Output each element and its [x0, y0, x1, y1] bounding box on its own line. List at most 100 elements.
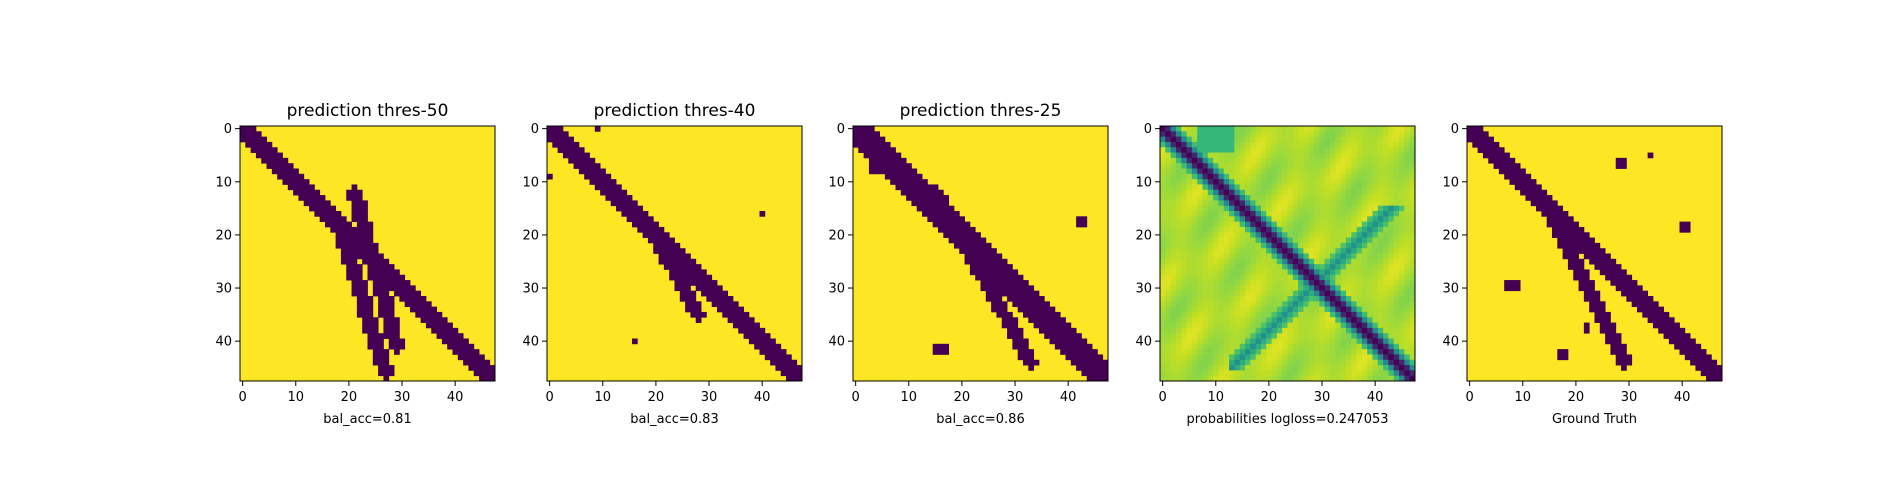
heatmap-cell: [1340, 168, 1347, 175]
heatmap-cell: [410, 306, 416, 313]
heatmap-cell: [1308, 333, 1315, 339]
heatmap-cell: [1266, 168, 1272, 175]
heatmap-cell: [932, 343, 939, 350]
heatmap-cell: [1314, 205, 1320, 212]
heatmap-cell: [1351, 226, 1357, 233]
y-tick-label: 30: [215, 282, 232, 297]
heatmap-cell: [1340, 317, 1347, 323]
heatmap-cell: [1175, 168, 1182, 175]
heatmap-cell: [1202, 359, 1209, 366]
heatmap-cell: [1472, 126, 1479, 132]
heatmap-cell: [1536, 200, 1542, 207]
heatmap-cell: [1223, 280, 1230, 286]
heatmap-cell: [1605, 333, 1611, 339]
heatmap-cell: [1314, 322, 1320, 329]
heatmap-cell: [1292, 290, 1299, 297]
heatmap-cell: [1012, 317, 1019, 323]
heatmap-cell: [1239, 173, 1246, 180]
heatmap-cell: [1287, 200, 1294, 207]
heatmap-cell: [927, 195, 934, 201]
heatmap-cell: [1298, 141, 1304, 148]
heatmap-cell: [1345, 349, 1352, 355]
heatmap-cell: [1303, 226, 1310, 233]
heatmap-cell: [1367, 216, 1373, 223]
heatmap-cell: [1314, 141, 1320, 148]
heatmap-cell: [1292, 359, 1299, 366]
heatmap-cell: [1191, 200, 1198, 207]
heatmap-cell: [1610, 269, 1617, 276]
heatmap-cell: [1361, 285, 1368, 292]
heatmap-cell: [1175, 173, 1182, 180]
heatmap-cell: [653, 237, 659, 244]
heatmap-cell: [1324, 157, 1331, 164]
heatmap-cell: [1266, 365, 1272, 371]
heatmap-cell: [1314, 333, 1320, 339]
heatmap-cell: [1583, 327, 1590, 334]
heatmap-cell: [1679, 327, 1686, 334]
heatmap-cell: [1314, 338, 1320, 345]
heatmap-cell: [1340, 141, 1347, 148]
heatmap-cell: [1255, 184, 1262, 191]
heatmap-cell: [1287, 205, 1294, 212]
heatmap-cell: [552, 136, 559, 143]
heatmap-cell: [748, 338, 755, 345]
heatmap-cell: [1060, 338, 1066, 345]
heatmap-cell: [1260, 211, 1267, 217]
heatmap-cell: [1330, 242, 1336, 249]
heatmap-cell: [293, 173, 299, 180]
heatmap-cell: [1202, 343, 1209, 350]
heatmap-cell: [1160, 221, 1166, 228]
heatmap-cell: [727, 311, 734, 318]
heatmap-cell: [1706, 370, 1712, 377]
heatmap-cell: [1197, 290, 1203, 297]
heatmap-cell: [1589, 290, 1595, 297]
heatmap-cell: [1557, 237, 1564, 244]
heatmap-cell: [489, 370, 496, 377]
heatmap-cell: [245, 136, 252, 143]
heatmap-cell: [1213, 322, 1219, 329]
heatmap-cell: [1498, 168, 1505, 175]
heatmap-cell: [1282, 136, 1288, 143]
heatmap-cell: [922, 195, 928, 201]
heatmap-cell: [1658, 322, 1664, 329]
heatmap-cell: [1388, 258, 1395, 265]
heatmap-cell: [1567, 221, 1574, 228]
heatmap-cell: [356, 248, 363, 254]
heatmap-cell: [1260, 168, 1267, 175]
heatmap-cell: [1647, 301, 1654, 308]
heatmap-cell: [362, 248, 368, 254]
heatmap-cell: [1303, 141, 1310, 148]
heatmap-cell: [1197, 168, 1203, 175]
heatmap-cell: [1621, 290, 1627, 297]
heatmap-cell: [1303, 365, 1310, 371]
heatmap-cell: [1170, 301, 1177, 308]
heatmap-cell: [1308, 258, 1315, 265]
heatmap-cell: [1033, 311, 1040, 318]
heatmap-cell: [1223, 311, 1230, 318]
heatmap-cell: [1298, 290, 1304, 297]
heatmap-cell: [1218, 285, 1225, 292]
heatmap-cell: [1229, 280, 1235, 286]
heatmap-cell: [346, 237, 352, 244]
heatmap-cell: [1298, 370, 1304, 377]
heatmap-cell: [383, 365, 390, 371]
heatmap-cell: [1023, 354, 1029, 361]
heatmap-cell: [685, 264, 691, 270]
heatmap-cell: [378, 301, 384, 308]
heatmap-cell: [1356, 147, 1363, 153]
heatmap-cell: [1409, 163, 1416, 169]
heatmap-cell: [1213, 375, 1219, 382]
heatmap-cell: [969, 237, 976, 244]
heatmap-cell: [1207, 349, 1214, 355]
heatmap-cell: [1372, 232, 1379, 238]
heatmap-cell: [1399, 221, 1405, 228]
heatmap-cell: [1319, 232, 1326, 238]
heatmap-cell: [1356, 226, 1363, 233]
heatmap-cell: [1186, 163, 1193, 169]
heatmap-cell: [1335, 226, 1342, 233]
heatmap-cell: [1282, 168, 1288, 175]
heatmap-cell: [1175, 232, 1182, 238]
heatmap-cell: [1181, 258, 1187, 265]
heatmap-cell: [1404, 237, 1411, 244]
heatmap-cell: [1335, 131, 1342, 138]
